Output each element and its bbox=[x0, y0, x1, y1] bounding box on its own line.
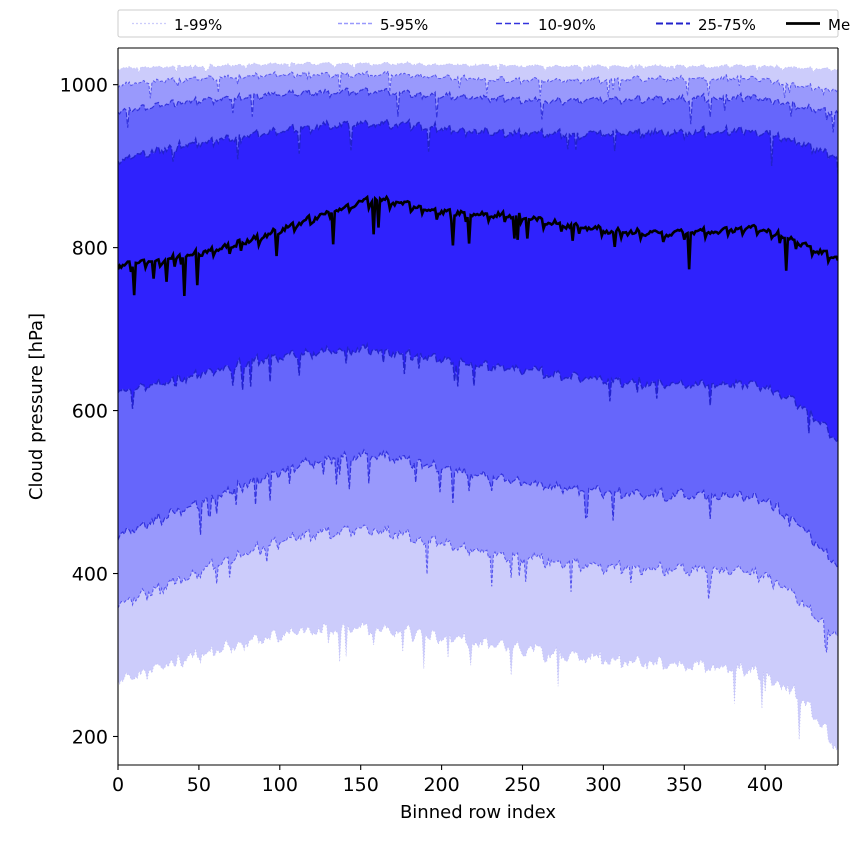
edge-p99 bbox=[118, 61, 838, 75]
edge-p95 bbox=[118, 69, 838, 99]
y-axis-label: Cloud pressure [hPa] bbox=[26, 313, 47, 500]
x-tick-label: 0 bbox=[112, 774, 124, 796]
edge-p75 bbox=[118, 117, 838, 174]
edge-p5 bbox=[118, 524, 838, 653]
edge-p10 bbox=[118, 448, 838, 569]
legend-box bbox=[117, 9, 839, 38]
y-tick-label: 600 bbox=[72, 401, 108, 423]
y-tick-label: 800 bbox=[72, 238, 108, 260]
edge-p25 bbox=[118, 341, 838, 443]
legend-label: 5-95% bbox=[380, 16, 428, 34]
x-tick-label: 400 bbox=[747, 774, 783, 796]
legend-label: 1-99% bbox=[174, 16, 222, 34]
legend-label: Median bbox=[828, 16, 850, 34]
x-tick-label: 350 bbox=[666, 774, 702, 796]
x-tick-label: 150 bbox=[343, 774, 379, 796]
x-tick-label: 200 bbox=[423, 774, 459, 796]
y-tick-label: 200 bbox=[72, 726, 108, 748]
x-tick-label: 50 bbox=[187, 774, 211, 796]
y-tick-label: 400 bbox=[72, 564, 108, 586]
x-tick-label: 250 bbox=[504, 774, 540, 796]
legend-label: 25-75% bbox=[698, 16, 756, 34]
y-tick-label: 1000 bbox=[60, 75, 108, 97]
x-tick-label: 100 bbox=[262, 774, 298, 796]
x-axis-label: Binned row index bbox=[400, 802, 556, 823]
edge-p90 bbox=[118, 87, 838, 133]
legend-label: 10-90% bbox=[538, 16, 596, 34]
legend: 1-99% 5-95% 10-90% 25-75% Median bbox=[117, 9, 850, 38]
median-line bbox=[118, 194, 838, 296]
x-tick-label: 300 bbox=[585, 774, 621, 796]
